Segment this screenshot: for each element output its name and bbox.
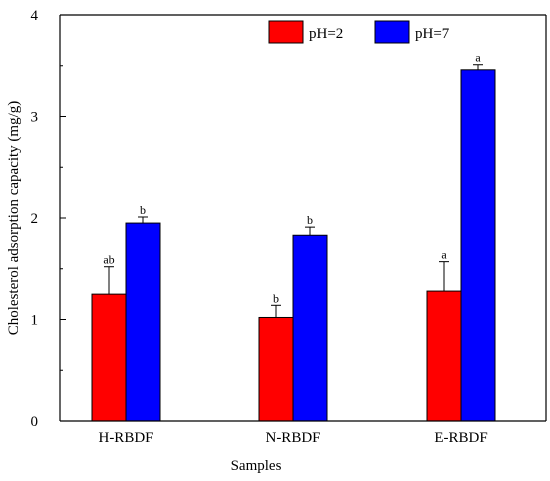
- x-tick-label-n-rbdf: N-RBDF: [265, 430, 320, 446]
- x-tick-label-h-rbdf: H-RBDF: [98, 430, 153, 446]
- y-tick-label-2: 2: [31, 211, 39, 227]
- y-axis-title: Cholesterol adsorption capacity (mg/g): [6, 101, 22, 336]
- significance-label-ph7-h-rbdf: b: [140, 203, 146, 217]
- bar-ph7-e-rbdf: [460, 69, 496, 422]
- bar-ph2-e-rbdf: [426, 290, 462, 422]
- significance-label-ph7-n-rbdf: b: [307, 213, 313, 227]
- legend-swatch-ph2: [268, 20, 304, 44]
- legend-swatch-ph7: [374, 20, 410, 44]
- significance-label-ph2-n-rbdf: b: [273, 291, 279, 305]
- legend-label-ph2: pH=2: [309, 26, 343, 42]
- x-axis-title: Samples: [231, 458, 282, 474]
- y-tick-label-0: 0: [31, 414, 39, 430]
- legend-label-ph7: pH=7: [415, 26, 450, 42]
- bar-ph7-h-rbdf: [125, 222, 161, 422]
- y-tick-label-4: 4: [31, 8, 39, 24]
- bar-ph7-n-rbdf: [292, 234, 328, 422]
- significance-label-ph2-h-rbdf: ab: [103, 253, 114, 267]
- x-tick-label-e-rbdf: E-RBDF: [434, 430, 487, 446]
- y-tick-label-3: 3: [31, 110, 39, 126]
- bar-ph2-h-rbdf: [91, 293, 127, 422]
- legend: pH=2 pH=7: [268, 20, 450, 44]
- y-tick-label-1: 1: [31, 313, 39, 329]
- significance-label-ph7-e-rbdf: a: [475, 51, 481, 65]
- bar-ph2-n-rbdf: [258, 316, 294, 422]
- axes: Samples Cholesterol adsorption capacity …: [6, 8, 547, 474]
- significance-label-ph2-e-rbdf: a: [441, 248, 447, 262]
